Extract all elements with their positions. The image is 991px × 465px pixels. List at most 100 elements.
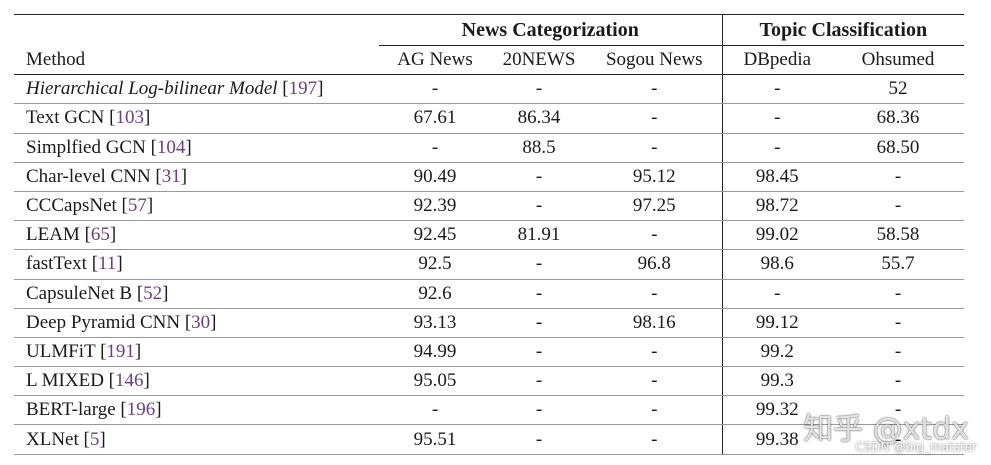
score-cell: -: [587, 220, 723, 251]
citation-link[interactable]: 11: [98, 253, 117, 275]
method-cell: BERT-large [196]: [14, 395, 379, 426]
method-cell: CapsuleNet B [52]: [14, 279, 379, 309]
score-cell: -: [491, 366, 587, 397]
method-name: Hierarchical Log-bilinear Model: [26, 78, 278, 100]
score-cell: 52: [832, 74, 965, 105]
score-cell: 99.38: [721, 424, 833, 455]
watermark-csdn: CSDN @big_matster: [855, 440, 977, 454]
score-cell: -: [832, 424, 965, 455]
score-cell: -: [491, 337, 587, 368]
score-cell: 97.25: [587, 191, 723, 222]
score-cell: 99.2: [721, 337, 833, 368]
score-cell: -: [721, 279, 833, 309]
score-cell: 81.91: [491, 220, 587, 251]
score-cell: -: [832, 162, 965, 192]
citation-link[interactable]: 196: [126, 399, 156, 421]
citation-link[interactable]: 52: [143, 282, 163, 304]
table-row: CCCapsNet [57] 92.39-97.25 98.72-: [14, 191, 965, 222]
score-cell: 92.6: [379, 279, 491, 309]
score-cell: 99.32: [721, 395, 833, 426]
score-cell: 58.58: [832, 220, 965, 251]
score-cell: -: [721, 133, 833, 163]
score-cell: -: [832, 366, 965, 397]
score-cell: 92.45: [379, 220, 491, 251]
citation-link[interactable]: 103: [115, 107, 144, 129]
method-name: LEAM: [26, 224, 80, 246]
score-cell: -: [379, 133, 491, 163]
table-row: LEAM [65] 92.45 81.91-99.02 58.58: [14, 220, 965, 251]
score-cell: -: [491, 395, 587, 426]
citation-link[interactable]: 146: [115, 370, 144, 392]
table-row: Deep Pyramid CNN [30] 93.13-98.16 99.12-: [14, 308, 965, 338]
method-cell: L MIXED [146]: [14, 366, 379, 397]
score-cell: -: [587, 366, 723, 397]
score-cell: 92.5: [379, 249, 491, 280]
score-cell: 95.05: [379, 366, 491, 397]
score-cell: -: [587, 337, 723, 368]
method-name: XLNet: [26, 428, 79, 450]
table-row: Char-level CNN [31] 90.49-95.12 98.45-: [14, 162, 965, 192]
score-cell: 90.49: [379, 162, 491, 192]
score-cell: -: [379, 395, 491, 426]
method-cell: CCCapsNet [57]: [14, 191, 379, 222]
score-cell: -: [587, 279, 723, 309]
method-cell: Text GCN [103]: [14, 103, 379, 134]
method-name: fastText: [26, 253, 87, 275]
column-header-method: Method: [14, 45, 379, 76]
score-cell: 98.16: [587, 308, 723, 338]
table-body: Hierarchical Log-bilinear Model [197] - - -…: [14, 74, 965, 455]
score-cell: -: [491, 162, 587, 192]
method-cell: Deep Pyramid CNN [30]: [14, 308, 379, 338]
score-cell: -: [587, 395, 723, 426]
score-cell: 98.72: [721, 191, 833, 222]
score-cell: 86.34: [491, 103, 587, 134]
table-row: XLNet [5] 95.51- -99.38-: [14, 424, 965, 455]
citation-link[interactable]: 191: [106, 340, 135, 362]
method-cell: Hierarchical Log-bilinear Model [197]: [14, 74, 379, 105]
group-header-news: News Categorization: [379, 14, 723, 46]
table-row: ULMFiT [191] 94.99- -99.2-: [14, 337, 965, 368]
score-cell: -: [832, 395, 965, 426]
score-cell: 99.12: [721, 308, 833, 338]
citation-link[interactable]: 31: [161, 165, 181, 187]
score-cell: 92.39: [379, 191, 491, 222]
citation-link[interactable]: 104: [156, 136, 186, 158]
score-cell: 68.50: [832, 133, 965, 163]
table-row: BERT-large [196] - - -99.32-: [14, 395, 965, 426]
citation-link[interactable]: 5: [89, 428, 100, 450]
citation-link[interactable]: 57: [127, 195, 147, 217]
score-cell: 55.7: [832, 249, 965, 280]
column-header-row: Method AG News 20NEWS Sogou News DBpedia…: [14, 45, 965, 76]
column-header-dbpedia: DBpedia: [721, 45, 833, 76]
method-cell: Char-level CNN [31]: [14, 162, 379, 192]
citation-link[interactable]: 30: [191, 311, 211, 333]
score-cell: 96.8: [587, 249, 723, 280]
score-cell: -: [587, 103, 723, 134]
score-cell: -: [491, 249, 587, 280]
score-cell: -: [721, 103, 833, 134]
table-row: CapsuleNet B [52] 92.6- - - -: [14, 279, 965, 309]
column-header-ag-news: AG News: [379, 45, 491, 76]
table-row: fastText [11] 92.5-96.8 98.6 55.7: [14, 249, 965, 280]
column-header-20news: 20NEWS: [491, 45, 587, 76]
score-cell: -: [491, 74, 587, 105]
score-cell: -: [587, 74, 723, 105]
method-name: Deep Pyramid CNN: [26, 311, 181, 333]
results-table: News Categorization Topic Classification…: [14, 14, 965, 455]
score-cell: 99.3: [721, 366, 833, 397]
score-cell: -: [832, 191, 965, 222]
table-row: Text GCN [103] 67.61 86.34- -68.36: [14, 103, 965, 134]
method-cell: LEAM [65]: [14, 220, 379, 251]
score-cell: 68.36: [832, 103, 965, 134]
score-cell: 98.6: [721, 249, 833, 280]
score-cell: 98.45: [721, 162, 833, 192]
score-cell: -: [721, 74, 833, 105]
group-header-topic: Topic Classification: [721, 14, 965, 46]
method-name: CCCapsNet: [26, 195, 117, 217]
citation-link[interactable]: 197: [288, 78, 318, 100]
column-header-ohsumed: Ohsumed: [832, 45, 965, 76]
score-cell: -: [491, 279, 587, 309]
citation-link[interactable]: 65: [90, 224, 110, 246]
score-cell: -: [832, 337, 965, 368]
score-cell: -: [832, 279, 965, 309]
